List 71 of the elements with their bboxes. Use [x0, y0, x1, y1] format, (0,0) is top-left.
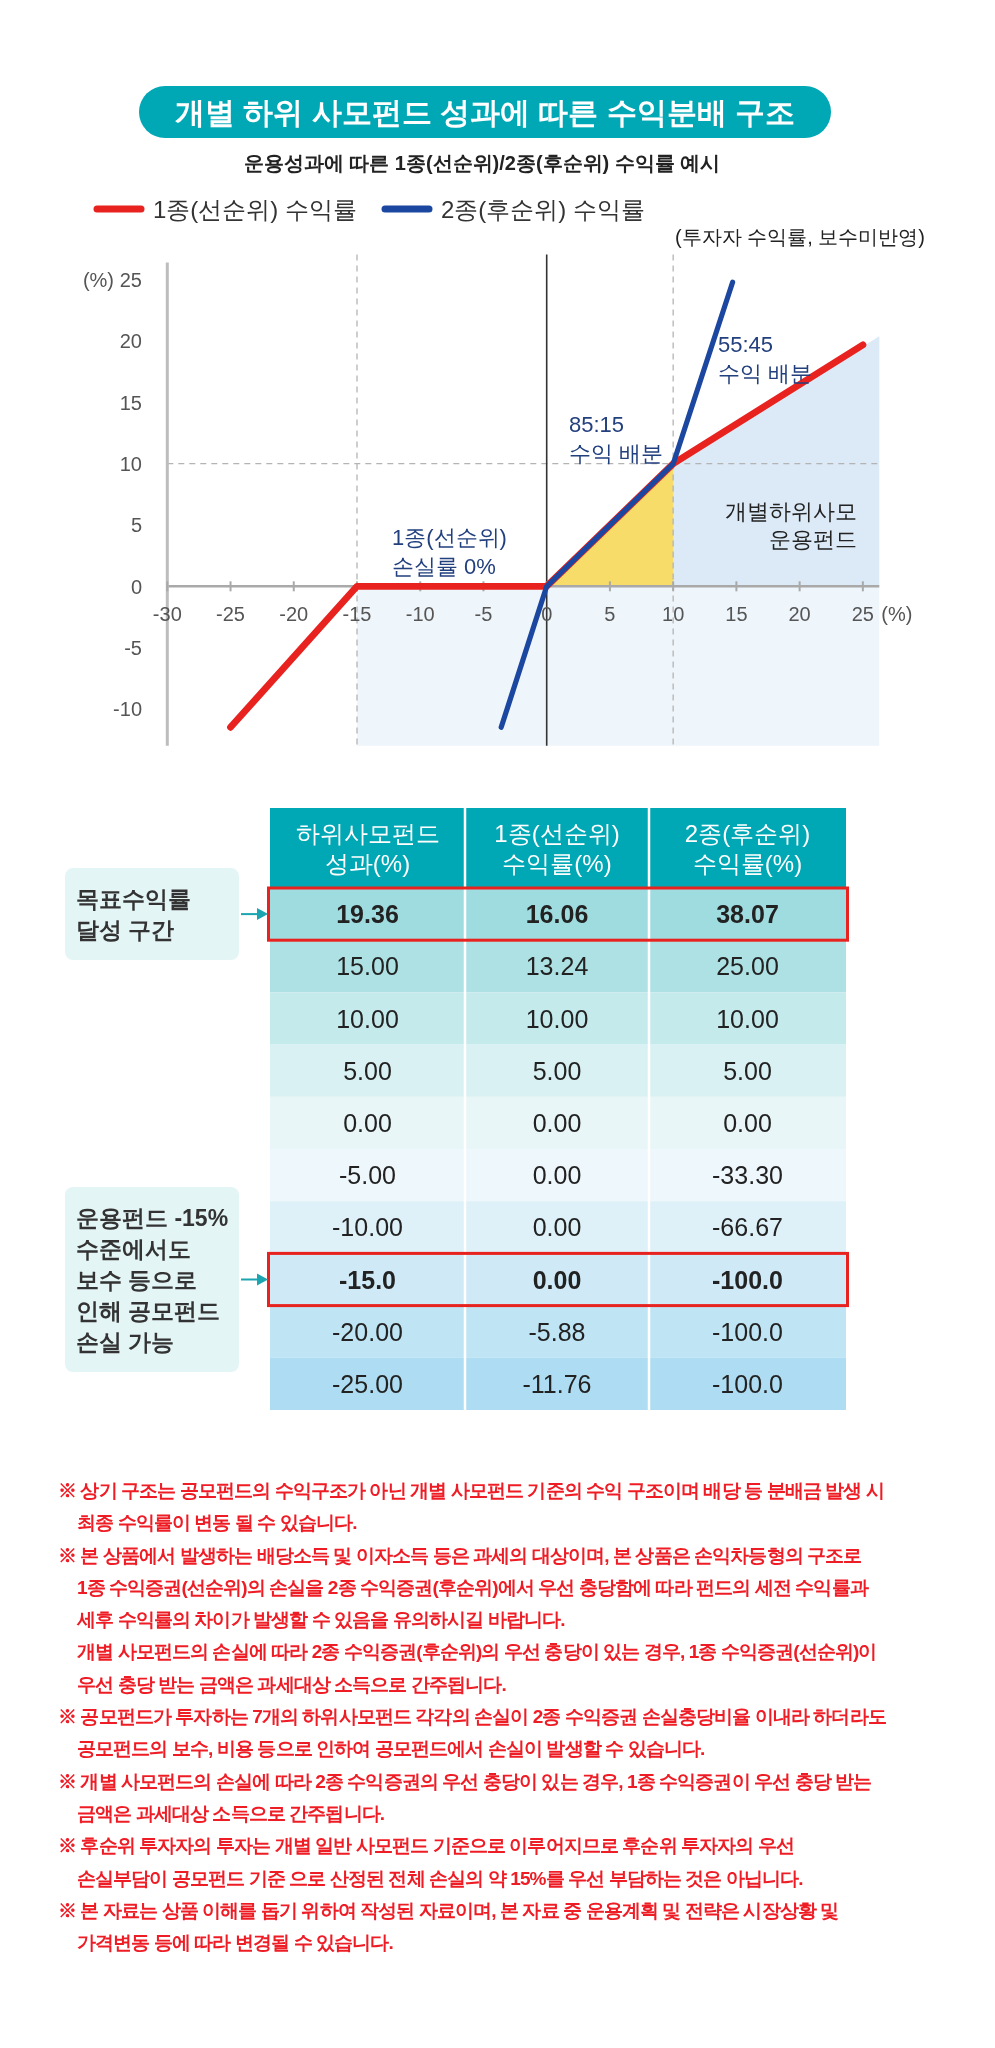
- text: ※ 본 자료는 상품 이해를 돕기 위하여 작성된 자료이며, 본 자료 중 운용계획 및 전략은 시장상황 및 가격변동 등에 따라 변경될 수 있습니다.: [58, 1898, 840, 1956]
- text: 0.00: [723, 1108, 772, 1137]
- text: 38.07: [716, 900, 779, 929]
- y-tick-label: 10: [119, 452, 142, 475]
- y-tick-label: 20: [119, 330, 142, 353]
- text: ※ 공모펀드가 투자하는 7개의 하위사모펀드 각각의 손실이 2종 수익증권 손실충당비율 이내라 하더라도 공모펀드의 보수, 비용 등으로 인하여 공모펀드에서 손실이 발생할 수 있습니다.: [58, 1705, 887, 1762]
- text: 0.00: [343, 1108, 392, 1137]
- text: ※ 후순위 투자자의 투자는 개별 일반 사모펀드 기준으로 이루어지므로 후순위 투자자의 우선 손실부담이 공모펀드 기준 으로 산정된 전체 손실의 약 15%를 우선 부담하는 것은 아닙니다.: [58, 1834, 804, 1891]
- x-tick-label: 10: [662, 602, 685, 625]
- x-tick-label: 15: [725, 602, 748, 625]
- y-tick-label: 5: [130, 514, 142, 537]
- text: 0.00: [532, 1265, 582, 1294]
- y-axis-title: (%): [82, 269, 114, 291]
- text: 0.00: [532, 1213, 582, 1242]
- legend-label: 1종(선순위) 수익률: [153, 195, 357, 223]
- y-tick-label: -10: [113, 698, 142, 721]
- text: 15.00: [336, 952, 399, 981]
- annotation: 85:15 수익 배분: [569, 412, 664, 467]
- text: -20.00: [332, 1317, 403, 1346]
- text: -10.00: [332, 1213, 403, 1242]
- series-label: 개별하위사모 운용펀드: [725, 498, 858, 552]
- text: ※ 상기 구조는 공모펀드의 수익구조가 아닌 개별 사모펀드 기준의 수익 구조이며 배당 등 분배금 발생 시 최종 수익률이 변동 될 수 있습니다.: [58, 1479, 885, 1536]
- annotation: 1종(선순위) 손실률 0%: [392, 525, 507, 580]
- x-tick-label: -30: [152, 602, 182, 625]
- text: -100.0: [712, 1265, 783, 1294]
- text: 5.00: [723, 1056, 772, 1085]
- text: 운용펀드 -15% 수준에서도 보수 등으로 인해 공모펀드 손실 가능: [76, 1204, 229, 1355]
- text: -100.0: [712, 1369, 783, 1398]
- text: -100.0: [712, 1317, 783, 1346]
- text: -5.00: [339, 1161, 396, 1190]
- text: 19.36: [336, 900, 399, 929]
- x-tick-label: -25: [216, 602, 245, 625]
- chart-title: 개별 하위 사모펀드 성과에 따른 수익분배 구조: [174, 95, 796, 129]
- x-axis-title: (%): [881, 602, 913, 625]
- text: 13.24: [525, 952, 589, 981]
- text: -33.30: [712, 1161, 783, 1190]
- x-tick-label: -5: [474, 602, 493, 625]
- text: 5.00: [532, 1056, 582, 1085]
- text: ※ 개별 사모펀드의 손실에 따라 2종 수익증권의 우선 충당이 있는 경우, 1종 수익증권이 우선 충당 받는 금액은 과세대상 소득으로 간주됩니다.: [58, 1769, 873, 1826]
- x-tick-label: -10: [405, 602, 435, 625]
- text: -66.67: [712, 1213, 783, 1242]
- x-tick-label: 25: [851, 602, 874, 625]
- annotation: 55:45 수익 배분: [718, 332, 813, 387]
- text: 25.00: [716, 952, 779, 981]
- category-label: 2종(후순위) 수익률(%): [684, 819, 811, 877]
- text: -15.0: [339, 1265, 396, 1294]
- category-label: 1종(선순위) 수익률(%): [494, 819, 620, 877]
- category-label: 하위사모펀드 성과(%): [295, 819, 440, 877]
- text: 0.00: [532, 1161, 582, 1190]
- y-tick-label: 15: [119, 391, 142, 414]
- legend-label: 2종(후순위) 수익률: [441, 195, 645, 223]
- text: -25.00: [332, 1369, 403, 1398]
- text: 10.00: [716, 1004, 779, 1033]
- y-tick-label: 0: [130, 575, 142, 598]
- text: -11.76: [522, 1369, 592, 1398]
- text: 16.06: [525, 900, 589, 929]
- text: -5.88: [528, 1317, 586, 1346]
- x-tick-label: 20: [788, 602, 811, 625]
- text: 10.00: [525, 1004, 589, 1033]
- text: 10.00: [336, 1004, 399, 1033]
- text: 5.00: [343, 1056, 392, 1085]
- x-tick-label: -20: [279, 602, 309, 625]
- x-tick-label: 5: [604, 602, 616, 625]
- text: 목표수익률 달성 구간: [76, 885, 191, 943]
- y-tick-label: -5: [124, 636, 142, 659]
- text: ※ 본 상품에서 발생하는 배당소득 및 이자소득 등은 과세의 대상이며, 본 상품은 손익차등형의 구조로 1종 수익증권(선순위)의 손실을 2종 수익증권(후순위)에서 우선 충당함에 따라 펀드의 세전 수익률과 세후 수익률의 차이가 발생할 수 있음을 유의하시길 바랍니다. 개별 사모펀드의 손실에 따라 2종 수익증권(후순위)의 우선 충당이 있는 경우, 1종 수익증권(선순위)이 우선 충당 받는 금액은 과세대상 소득으로 간주됩니다.: [58, 1543, 878, 1697]
- y-tick-label: 25: [119, 269, 142, 291]
- text: (투자자 수익률, 보수미반영): [675, 226, 925, 249]
- text: 0.00: [532, 1108, 582, 1137]
- chart-subtitle: 운용성과에 따른 1종(선순위)/2종(후순위) 수익률 예시: [243, 152, 721, 175]
- x-tick-label: -15: [342, 602, 372, 625]
